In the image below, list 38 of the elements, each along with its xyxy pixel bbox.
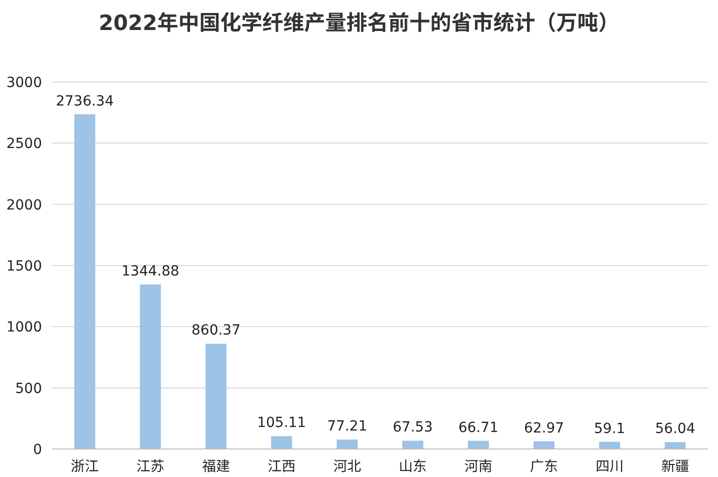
y-tick-label: 2000 — [6, 197, 42, 214]
y-tick-label: 0 — [33, 442, 42, 458]
data-label: 860.37 — [192, 322, 240, 339]
bar — [468, 440, 489, 449]
bar — [140, 284, 161, 449]
x-tick-label: 江苏 — [136, 459, 164, 475]
data-label: 1344.88 — [121, 263, 180, 280]
data-label: 66.71 — [458, 420, 498, 436]
x-tick-label: 河南 — [464, 459, 492, 475]
data-label: 56.04 — [655, 421, 696, 438]
x-tick-label: 新疆 — [661, 459, 690, 475]
x-tick-label: 河北 — [333, 459, 362, 475]
data-label: 2736.34 — [56, 93, 114, 110]
x-tick-label: 山东 — [398, 459, 427, 475]
x-tick-label: 四川 — [596, 459, 624, 475]
y-tick-label: 1000 — [6, 320, 42, 336]
x-tick-label: 江西 — [268, 459, 296, 475]
data-label: 77.21 — [327, 418, 368, 435]
x-tick-label: 福建 — [202, 459, 230, 475]
bar — [599, 442, 620, 449]
data-label: 62.97 — [524, 420, 564, 436]
bar — [534, 441, 554, 449]
bar — [271, 436, 292, 449]
bar — [74, 114, 96, 449]
bar — [206, 344, 226, 449]
x-tick-label: 浙江 — [70, 459, 99, 475]
chart-title: 2022年中国化学纤维产量排名前十的省市统计（万吨） — [98, 11, 620, 35]
bar — [336, 440, 358, 449]
bar — [664, 442, 686, 449]
bar — [402, 440, 424, 449]
data-label: 59.1 — [594, 420, 626, 437]
data-label: 67.53 — [392, 420, 433, 436]
y-tick-label: 3000 — [6, 75, 42, 91]
data-label: 105.11 — [257, 415, 306, 432]
y-tick-label: 500 — [15, 380, 42, 397]
x-tick-label: 广东 — [530, 459, 558, 475]
y-tick-label: 1500 — [6, 258, 42, 274]
y-tick-label: 2500 — [6, 136, 42, 152]
